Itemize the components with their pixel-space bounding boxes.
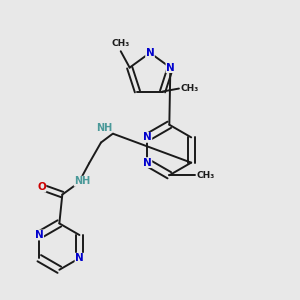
Text: CH₃: CH₃ xyxy=(180,84,199,93)
Text: N: N xyxy=(143,132,152,142)
Text: NH: NH xyxy=(96,123,112,133)
Text: CH₃: CH₃ xyxy=(196,171,214,180)
Text: N: N xyxy=(146,48,154,58)
Text: O: O xyxy=(37,182,46,192)
Text: N: N xyxy=(35,230,44,240)
Text: N: N xyxy=(75,253,84,263)
Text: N: N xyxy=(143,158,152,168)
Text: CH₃: CH₃ xyxy=(112,39,130,48)
Text: NH: NH xyxy=(74,176,90,186)
Text: N: N xyxy=(166,63,175,73)
